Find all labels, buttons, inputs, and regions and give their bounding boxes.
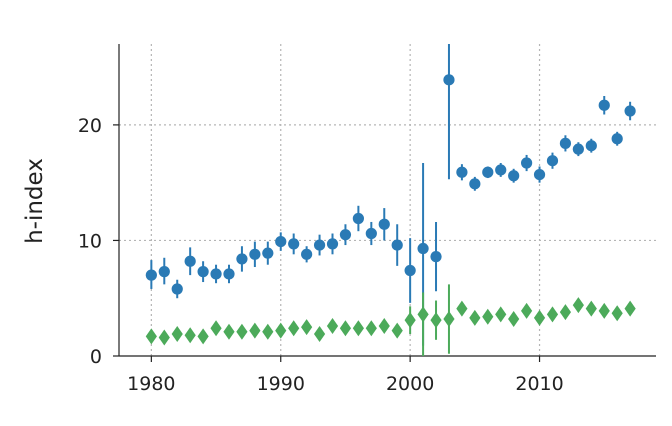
data-point-diamond xyxy=(301,319,313,336)
data-point-circle xyxy=(158,266,170,278)
y-tick-label: 0 xyxy=(90,346,102,368)
data-point-circle xyxy=(145,269,157,281)
data-point-diamond xyxy=(495,306,507,323)
data-point-circle xyxy=(288,238,300,250)
data-point-diamond xyxy=(521,302,533,319)
data-point-circle xyxy=(443,74,455,86)
data-point-diamond xyxy=(275,322,287,339)
data-point-diamond xyxy=(339,320,352,337)
data-point-circle xyxy=(339,229,352,241)
data-point-diamond xyxy=(378,317,390,334)
data-point-circle xyxy=(365,227,377,240)
data-point-diamond xyxy=(443,311,455,328)
data-point-circle xyxy=(598,99,610,111)
data-point-circle xyxy=(262,247,274,259)
y-tick-label: 20 xyxy=(78,115,102,137)
data-point-circle xyxy=(378,218,390,230)
data-point-circle xyxy=(404,264,416,277)
data-point-circle xyxy=(546,155,559,167)
data-point-diamond xyxy=(456,300,468,317)
data-point-diamond xyxy=(236,323,248,340)
data-point-diamond xyxy=(404,312,416,329)
data-point-circle xyxy=(469,178,481,190)
data-point-diamond xyxy=(184,327,196,344)
data-point-circle xyxy=(533,168,546,181)
data-point-circle xyxy=(352,212,364,225)
data-point-circle xyxy=(430,251,442,263)
data-point-circle xyxy=(197,266,209,278)
data-point-diamond xyxy=(197,328,209,345)
data-point-circle xyxy=(456,166,468,178)
x-tick-label: 2000 xyxy=(386,373,434,395)
data-point-diamond xyxy=(145,328,157,345)
axes xyxy=(118,44,656,357)
data-point-diamond xyxy=(533,309,546,326)
y-tick-label: 10 xyxy=(78,230,102,252)
data-point-diamond xyxy=(430,312,442,329)
data-point-diamond xyxy=(482,308,494,325)
data-point-circle xyxy=(482,166,494,178)
data-point-diamond xyxy=(288,320,300,337)
data-point-circle xyxy=(508,170,520,182)
data-point-circle xyxy=(624,105,636,117)
data-point-circle xyxy=(249,248,261,260)
series-diamond xyxy=(145,284,636,356)
data-point-diamond xyxy=(262,323,274,340)
data-point-circle xyxy=(313,239,326,251)
data-point-diamond xyxy=(611,305,623,322)
data-point-circle xyxy=(391,239,403,251)
data-point-circle xyxy=(585,140,597,152)
data-point-circle xyxy=(495,164,507,176)
series-circle xyxy=(145,44,636,346)
data-point-diamond xyxy=(249,322,261,339)
data-point-circle xyxy=(275,236,287,248)
data-point-circle xyxy=(236,253,248,265)
x-tick-label: 1990 xyxy=(257,373,305,395)
data-point-diamond xyxy=(469,309,481,326)
data-point-diamond xyxy=(508,311,520,328)
data-point-diamond xyxy=(559,304,572,321)
data-point-diamond xyxy=(391,322,403,339)
grid xyxy=(119,44,656,356)
data-point-diamond xyxy=(365,320,377,337)
data-point-diamond xyxy=(598,302,610,319)
series xyxy=(145,44,636,356)
data-point-circle xyxy=(184,255,196,267)
data-point-circle xyxy=(171,283,183,295)
data-point-circle xyxy=(223,268,235,280)
x-tick-label: 1980 xyxy=(127,373,175,395)
data-point-circle xyxy=(210,268,222,280)
data-point-diamond xyxy=(223,323,235,340)
data-point-diamond xyxy=(352,320,364,337)
data-point-diamond xyxy=(572,297,584,314)
data-point-diamond xyxy=(326,317,339,334)
data-point-diamond xyxy=(585,300,597,317)
data-point-circle xyxy=(559,137,572,149)
data-point-diamond xyxy=(313,326,326,343)
x-tick-label: 2010 xyxy=(515,373,563,395)
data-point-diamond xyxy=(546,306,559,323)
y-axis-title: h-index xyxy=(22,158,48,244)
data-point-circle xyxy=(521,157,533,169)
data-point-circle xyxy=(611,133,623,145)
data-point-diamond xyxy=(158,329,170,346)
data-point-circle xyxy=(326,238,339,250)
ticks: 1980 1990 2000 2010 0 10 20 xyxy=(78,115,564,395)
data-point-diamond xyxy=(417,306,429,323)
data-point-circle xyxy=(301,248,313,260)
data-point-diamond xyxy=(210,320,222,337)
data-point-circle xyxy=(417,242,429,255)
data-point-circle xyxy=(572,143,584,155)
data-point-diamond xyxy=(171,326,183,343)
data-point-diamond xyxy=(624,300,636,317)
